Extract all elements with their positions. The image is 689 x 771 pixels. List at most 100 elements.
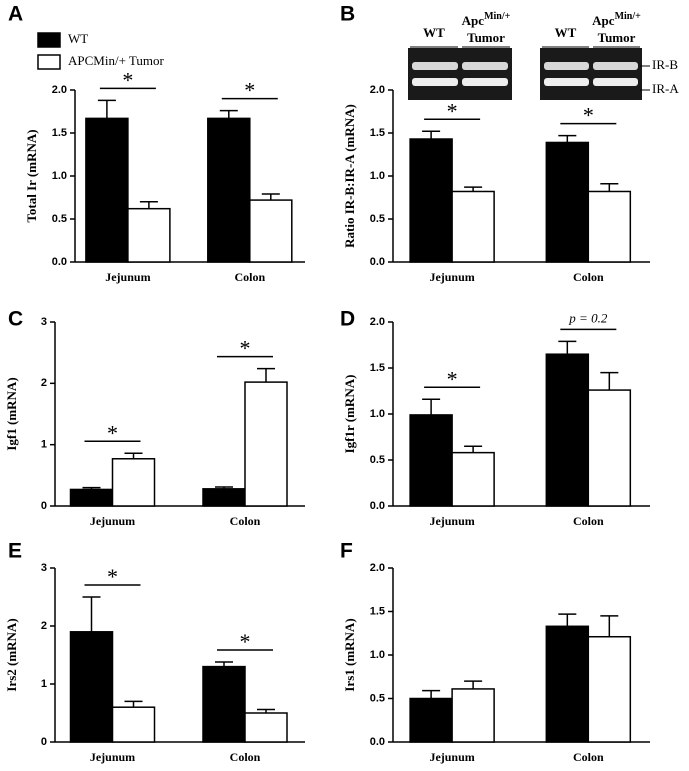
- gel-band: [593, 78, 638, 86]
- bar: [202, 488, 246, 507]
- bar: [127, 207, 171, 263]
- y-tick-label: 0.5: [370, 213, 385, 225]
- bar: [545, 353, 590, 507]
- lane-label: ApcMin/+: [592, 11, 641, 28]
- bar: [111, 458, 156, 507]
- lane-label-sup: Min/+: [615, 11, 642, 22]
- y-tick-label: 2: [41, 377, 47, 389]
- bar: [451, 190, 495, 263]
- x-tick-label: Jejunum: [90, 750, 135, 764]
- lane-label: Tumor: [598, 30, 636, 45]
- y-axis-label: Ratio IR-B:IR-A (mRNA): [342, 104, 357, 248]
- annotation: *: [447, 366, 458, 391]
- lane-label: WT: [423, 25, 445, 40]
- y-tick-label: 0.0: [370, 736, 385, 748]
- annotation: *: [240, 336, 251, 361]
- legend-swatch: [37, 54, 61, 70]
- bar: [202, 665, 246, 743]
- bar: [111, 706, 156, 743]
- band-label: IR-A: [652, 81, 679, 96]
- annotation: *: [240, 629, 251, 654]
- x-tick-label: Colon: [230, 750, 261, 764]
- bar: [244, 381, 288, 507]
- y-tick-label: 1: [41, 439, 47, 451]
- y-tick-label: 2.0: [370, 84, 385, 96]
- y-tick-label: 1.5: [52, 127, 67, 139]
- y-axis-label: Total Ir (mRNA): [24, 129, 39, 222]
- y-tick-label: 1.0: [370, 649, 385, 661]
- y-tick-label: 0: [41, 736, 47, 748]
- bar: [451, 451, 495, 507]
- band-label: IR-B: [652, 57, 678, 72]
- y-tick-label: 0.5: [370, 692, 385, 704]
- y-tick-label: 0.0: [52, 256, 67, 268]
- y-axis-label: Igf1 (mRNA): [4, 377, 19, 450]
- x-tick-label: Jejunum: [429, 514, 474, 528]
- annotation: *: [583, 103, 594, 128]
- bar: [244, 712, 288, 743]
- y-tick-label: 1.0: [52, 170, 67, 182]
- bar: [451, 688, 495, 743]
- y-tick-label: 1.0: [370, 170, 385, 182]
- bar: [409, 697, 453, 743]
- annotation: *: [107, 564, 118, 589]
- lane-label: WT: [555, 25, 577, 40]
- lane-label: ApcMin/+: [462, 11, 511, 28]
- lane-label-text: Apc: [592, 13, 615, 28]
- bar: [587, 389, 632, 507]
- x-tick-label: Colon: [573, 270, 604, 284]
- y-tick-label: 1.0: [370, 408, 385, 420]
- annotation: *: [244, 78, 255, 103]
- y-tick-label: 1: [41, 678, 47, 690]
- gel-image: [540, 48, 642, 100]
- panel-letter: E: [8, 540, 22, 563]
- y-tick-label: 2.0: [370, 316, 385, 328]
- gel-image: [408, 48, 512, 100]
- bar: [545, 625, 590, 743]
- y-tick-label: 2: [41, 620, 47, 632]
- bar: [85, 117, 129, 263]
- bar: [587, 635, 632, 743]
- panel-letter: B: [340, 3, 355, 26]
- x-tick-label: Colon: [573, 750, 604, 764]
- gel-band: [462, 62, 508, 70]
- x-tick-label: Jejunum: [429, 270, 474, 284]
- bar: [69, 488, 114, 507]
- gel-band: [544, 62, 589, 70]
- panel-letter: C: [8, 308, 23, 331]
- bar: [409, 138, 453, 263]
- gel-band: [412, 78, 458, 86]
- x-tick-label: Jejunum: [105, 270, 150, 284]
- y-axis-label: Igf1r (mRNA): [342, 375, 357, 454]
- x-tick-label: Colon: [234, 270, 265, 284]
- lane-label-text: Apc: [462, 13, 485, 28]
- bar: [545, 141, 590, 263]
- y-tick-label: 2.0: [52, 84, 67, 96]
- y-tick-label: 0.0: [370, 256, 385, 268]
- y-tick-label: 0: [41, 500, 47, 512]
- gel-band: [544, 78, 589, 86]
- y-axis-label: Irs1 (mRNA): [342, 618, 357, 691]
- bar: [207, 117, 251, 263]
- annotation: p = 0.2: [568, 310, 608, 325]
- annotation: *: [122, 67, 133, 92]
- y-tick-label: 3: [41, 316, 47, 328]
- legend-swatch: [37, 32, 61, 48]
- panel-letter: A: [8, 3, 23, 26]
- y-axis-label: Irs2 (mRNA): [4, 618, 19, 691]
- legend-label: APCMin/+ Tumor: [68, 53, 165, 68]
- bar: [69, 631, 114, 743]
- gel-band: [462, 78, 508, 86]
- y-tick-label: 0.5: [370, 454, 385, 466]
- x-tick-label: Colon: [573, 514, 604, 528]
- y-tick-label: 0.5: [52, 213, 67, 225]
- x-tick-label: Jejunum: [90, 514, 135, 528]
- y-tick-label: 2.0: [370, 562, 385, 574]
- panel-letter: D: [340, 308, 355, 331]
- lane-label: Tumor: [467, 30, 505, 45]
- gel-band: [593, 62, 638, 70]
- y-tick-label: 0.0: [370, 500, 385, 512]
- bar: [249, 199, 293, 263]
- x-tick-label: Jejunum: [429, 750, 474, 764]
